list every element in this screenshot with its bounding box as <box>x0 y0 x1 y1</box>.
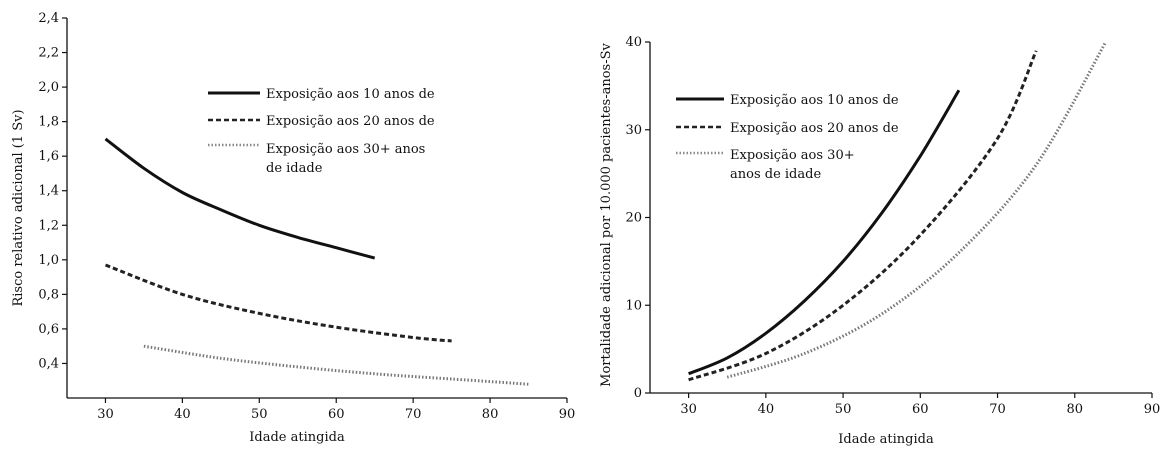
left-y-tick-label: 2,4 <box>38 11 59 26</box>
left-x-tick-label: 70 <box>405 407 422 422</box>
right-y-tick-label: 10 <box>625 298 642 313</box>
right-legend-label-2: Exposição aos 20 anos de <box>730 121 899 136</box>
left-y-tick-label: 1,4 <box>38 184 59 199</box>
right-y-axis-label: Mortalidade adicional por 10.000 pacient… <box>599 42 614 386</box>
left-legend-label-2: Exposição aos 20 anos de <box>266 114 435 129</box>
right-x-tick-label: 30 <box>680 402 697 417</box>
left-x-tick-label: 60 <box>328 407 345 422</box>
left-x-tick-label: 80 <box>482 407 499 422</box>
left-y-tick-label: 0,4 <box>38 356 59 371</box>
left-x-tick-label: 50 <box>251 407 268 422</box>
left-series-line-dotted <box>143 344 529 386</box>
left-series-lines <box>104 137 529 386</box>
right-x-tick-label: 90 <box>1144 402 1161 417</box>
left-legend-label-3a: Exposição aos 30+ anos <box>266 142 425 157</box>
right-y-tick-label: 0 <box>634 386 642 401</box>
right-y-tick-label: 40 <box>625 35 642 50</box>
right-chart: 30 40 50 60 70 80 90 0 10 20 30 40 Exposição aos 10… <box>599 35 1160 447</box>
right-legend-label-3a: Exposição aos 30+ <box>730 148 855 163</box>
right-series-line-dotted <box>726 41 1108 379</box>
right-x-tick-label: 50 <box>835 402 852 417</box>
left-y-tick-label: 2,0 <box>38 80 59 95</box>
right-legend-label-3b: anos de idade <box>730 167 821 182</box>
left-chart: 30 40 50 60 70 80 90 0,4 0,6 0,8 1,0 1,2 1,4 1,6 1,8 2,… <box>11 11 575 445</box>
right-x-tick-label: 40 <box>758 402 775 417</box>
left-y-axis-label: Risco relativo adicional (1 Sv) <box>11 109 26 306</box>
left-legend-label-1: Exposição aos 10 anos de <box>266 87 435 102</box>
left-x-tick-label: 30 <box>97 407 114 422</box>
right-series-line-dashed <box>688 50 1038 382</box>
left-y-tick-label: 0,8 <box>38 287 59 302</box>
left-y-tick-label: 1,0 <box>38 253 59 268</box>
left-x-axis-label: Idade atingida <box>249 430 345 445</box>
right-legend: Exposição aos 10 anos de Exposição aos 2… <box>676 93 899 182</box>
left-legend: Exposição aos 10 anos de Exposição aos 2… <box>208 87 435 176</box>
right-x-axis-label: Idade atingida <box>838 432 934 447</box>
right-x-tick-label: 80 <box>1066 402 1083 417</box>
left-y-tick-label: 2,2 <box>38 46 59 61</box>
right-x-tick-label: 60 <box>912 402 929 417</box>
right-legend-label-1: Exposição aos 10 anos de <box>730 93 899 108</box>
right-y-tick-label: 30 <box>625 123 642 138</box>
left-series-line-solid <box>104 137 376 260</box>
right-series-lines <box>688 41 1108 382</box>
right-series-line-solid <box>688 89 961 376</box>
right-axis-ticks: 30 40 50 60 70 80 90 0 10 20 30 40 <box>625 35 1160 417</box>
left-y-tick-label: 1,6 <box>38 149 59 164</box>
left-series-line-dashed <box>104 263 452 343</box>
left-legend-label-3b: de idade <box>266 161 323 176</box>
left-x-tick-label: 90 <box>559 407 576 422</box>
right-y-tick-label: 20 <box>625 211 642 226</box>
left-axis-ticks: 30 40 50 60 70 80 90 0,4 0,6 0,8 1,0 1,2 1,4 1,6 1,8 2,… <box>38 11 575 422</box>
left-y-tick-label: 0,6 <box>38 322 59 337</box>
left-x-tick-label: 40 <box>174 407 191 422</box>
right-x-tick-label: 70 <box>989 402 1006 417</box>
left-y-tick-label: 1,2 <box>38 218 59 233</box>
left-y-tick-label: 1,8 <box>38 115 59 130</box>
